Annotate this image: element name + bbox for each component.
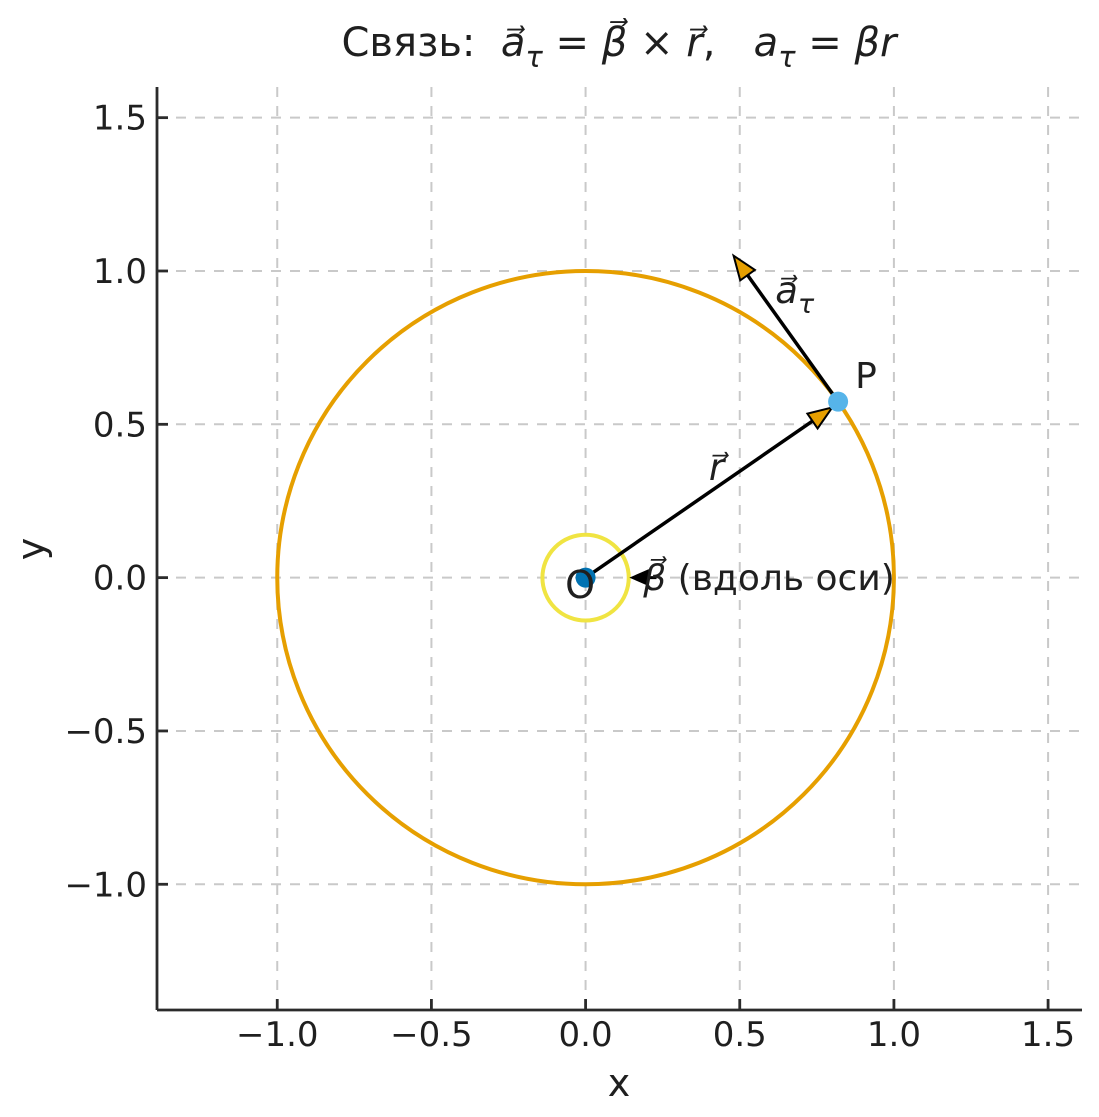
origin-O bbox=[575, 567, 596, 588]
trajectory-circle bbox=[275, 268, 896, 887]
title-part: βr bbox=[854, 20, 900, 66]
plot-title: Связь: a⃗τ = β⃗ × r⃗, aτ = βr bbox=[342, 18, 900, 74]
points-layer bbox=[575, 391, 849, 588]
title-part: = bbox=[543, 20, 602, 66]
x-tick-label--0.5: −0.5 bbox=[390, 1015, 473, 1055]
x-tick-label-1: 1.0 bbox=[867, 1015, 921, 1055]
y-tick-label--0.5: −0.5 bbox=[64, 712, 147, 752]
y-tick-label-1: 1.0 bbox=[93, 252, 147, 292]
rotation-axis-circle bbox=[540, 532, 631, 623]
beta-vector-head bbox=[629, 569, 649, 587]
y-tick-label--1: −1.0 bbox=[64, 865, 147, 905]
title-part: β⃗ bbox=[601, 18, 628, 66]
x-tick-label-0.5: 0.5 bbox=[713, 1015, 767, 1055]
beta-axis-label: β⃗ (вдоль оси) bbox=[642, 555, 895, 599]
a-tau-label: a⃗τ bbox=[775, 269, 815, 320]
a-tau-vector-head bbox=[731, 253, 757, 283]
title-part: × bbox=[627, 20, 686, 66]
x-tick-label-1.5: 1.5 bbox=[1021, 1015, 1075, 1055]
y-tick-label-0.5: 0.5 bbox=[93, 405, 147, 445]
axes-layer: −1.0 −0.5 0.0 0.5 1.0 1.5 −1.0 −0.5 0.0 0.5 1.0 1.5 bbox=[64, 87, 1082, 1055]
beta-axis-label-part: (вдоль оси) bbox=[666, 558, 895, 599]
y-tick-label-0: 0.0 bbox=[93, 559, 147, 599]
title-part-subscript: τ bbox=[525, 40, 543, 74]
x-tick-label--1: −1.0 bbox=[236, 1015, 319, 1055]
origin-label: O bbox=[565, 563, 595, 607]
y-tick-label-1.5: 1.5 bbox=[93, 99, 147, 139]
y-axis-label: y bbox=[9, 538, 53, 561]
title-part: a bbox=[754, 20, 779, 66]
r-vector-line bbox=[584, 419, 814, 580]
a-tau-vector-line bbox=[746, 274, 840, 403]
labels-layer: OPr⃗a⃗τβ⃗ (вдоль оси) bbox=[565, 269, 895, 607]
vectors-layer bbox=[584, 253, 840, 587]
x-axis-label: x bbox=[608, 1061, 631, 1105]
point-P bbox=[828, 391, 849, 412]
origin-label-part: O bbox=[565, 563, 595, 607]
title-part: r⃗ bbox=[686, 20, 708, 66]
beta-axis-label-part: β⃗ bbox=[642, 555, 667, 599]
a-tau-label-part: a⃗ bbox=[775, 269, 798, 312]
title-part: a⃗ bbox=[501, 20, 526, 66]
title-part: = bbox=[796, 20, 855, 66]
title-part-subscript: τ bbox=[778, 40, 796, 74]
r-vector-head bbox=[805, 405, 835, 431]
title-part: Связь: bbox=[342, 20, 501, 66]
point-P-label: P bbox=[855, 356, 877, 397]
point-P-label-part: P bbox=[855, 356, 877, 397]
x-tick-label-0: 0.0 bbox=[559, 1015, 613, 1055]
a-tau-label-part: τ bbox=[798, 289, 815, 320]
shapes-layer bbox=[275, 268, 896, 887]
title-part: , bbox=[703, 20, 754, 66]
